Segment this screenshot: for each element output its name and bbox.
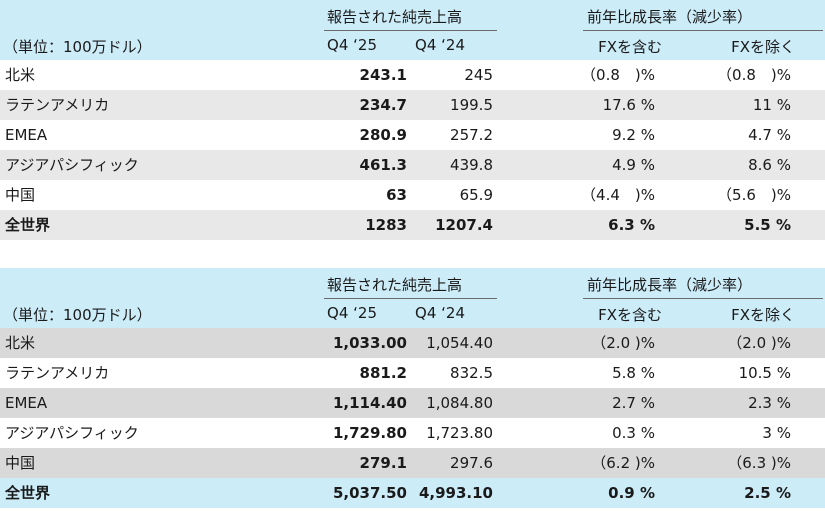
table-row: 北米 243.1 245 （0.8 )% （0.8 )% — [0, 60, 825, 90]
col-q4-25: Q4 ‘25 — [327, 304, 377, 322]
sales-table-1: 報告された純売上高 前年比成長率（減少率） （単位：100万ドル） Q4 ‘25… — [0, 0, 825, 240]
growth-header: 前年比成長率（減少率） — [587, 276, 753, 294]
growth-fx-excluded: 2.5 % — [744, 484, 791, 502]
growth-fx-excluded: （2.0 )% — [727, 334, 791, 352]
q4-24-value: 1,054.40 — [426, 334, 493, 352]
col-q4-24: Q4 ‘24 — [415, 36, 465, 54]
table-row: EMEA 280.9 257.2 9.2 % 4.7 % — [0, 120, 825, 150]
q4-25-value: 881.2 — [359, 364, 407, 382]
q4-24-value: 1,723.80 — [426, 424, 493, 442]
growth-fx-excluded: 4.7 % — [748, 126, 791, 144]
growth-fx-included: 0.9 % — [608, 484, 655, 502]
q4-25-value: 63 — [386, 186, 407, 204]
q4-24-value: 4,993.10 — [418, 484, 493, 502]
growth-fx-included: 2.7 % — [612, 394, 655, 412]
q4-24-value: 832.5 — [450, 364, 493, 382]
table-row: アジアパシフィック 1,729.80 1,723.80 0.3 % 3 % — [0, 418, 825, 448]
q4-25-value: 1283 — [365, 216, 407, 234]
growth-fx-excluded: 3 % — [762, 424, 791, 442]
growth-fx-included: 4.9 % — [612, 156, 655, 174]
growth-fx-excluded: 2.3 % — [748, 394, 791, 412]
growth-fx-included: （2.0 )% — [591, 334, 655, 352]
q4-25-value: 1,729.80 — [332, 424, 407, 442]
growth-fx-excluded: 10.5 % — [738, 364, 791, 382]
col-fx-excluded: FXを除く — [731, 38, 795, 56]
growth-fx-excluded: （6.3 )% — [727, 454, 791, 472]
growth-fx-included: 0.3 % — [612, 424, 655, 442]
header-rule — [324, 30, 497, 31]
col-fx-included: FXを含む — [598, 38, 662, 56]
table-row: ラテンアメリカ 881.2 832.5 5.8 % 10.5 % — [0, 358, 825, 388]
q4-25-value: 243.1 — [359, 66, 407, 84]
q4-24-value: 199.5 — [450, 96, 493, 114]
table-row: 中国 63 65.9 （4.4 )% （5.6 )% — [0, 180, 825, 210]
growth-fx-included: （4.4 )% — [581, 186, 655, 204]
region-name: ラテンアメリカ — [5, 96, 110, 114]
q4-25-value: 1,114.40 — [332, 394, 407, 412]
region-name: 北米 — [5, 334, 36, 352]
q4-24-value: 245 — [464, 66, 493, 84]
total-row: 全世界 1283 1207.4 6.3 % 5.5 % — [0, 210, 825, 240]
table-row: EMEA 1,114.40 1,084.80 2.7 % 2.3 % — [0, 388, 825, 418]
q4-25-value: 461.3 — [359, 156, 407, 174]
q4-25-value: 279.1 — [359, 454, 407, 472]
growth-fx-included: 9.2 % — [612, 126, 655, 144]
col-fx-excluded: FXを除く — [731, 306, 795, 324]
region-name: 中国 — [5, 454, 36, 472]
q4-24-value: 257.2 — [450, 126, 493, 144]
header-rule — [583, 30, 823, 31]
growth-fx-excluded: 11 % — [752, 96, 791, 114]
reported-sales-header: 報告された純売上高 — [327, 8, 463, 26]
region-name: EMEA — [5, 126, 48, 144]
q4-24-value: 1,084.80 — [426, 394, 493, 412]
q4-25-value: 234.7 — [359, 96, 407, 114]
q4-25-value: 5,037.50 — [332, 484, 407, 502]
table-row: 北米 1,033.00 1,054.40 （2.0 )% （2.0 )% — [0, 328, 825, 358]
header-rule — [583, 298, 823, 299]
region-name: ラテンアメリカ — [5, 364, 110, 382]
region-name: EMEA — [5, 394, 48, 412]
col-q4-24: Q4 ‘24 — [415, 304, 465, 322]
growth-header: 前年比成長率（減少率） — [587, 8, 753, 26]
q4-24-value: 297.6 — [450, 454, 493, 472]
region-name: 全世界 — [5, 484, 51, 502]
q4-24-value: 439.8 — [450, 156, 493, 174]
growth-fx-included: 5.8 % — [612, 364, 655, 382]
growth-fx-excluded: 5.5 % — [744, 216, 791, 234]
unit-label: （単位：100万ドル） — [3, 306, 152, 324]
col-q4-25: Q4 ‘25 — [327, 36, 377, 54]
table-header: 報告された純売上高 前年比成長率（減少率） （単位：100万ドル） Q4 ‘25… — [0, 0, 825, 60]
region-name: 全世界 — [5, 216, 51, 234]
unit-label: （単位：100万ドル） — [3, 38, 152, 56]
region-name: アジアパシフィック — [5, 424, 139, 442]
growth-fx-included: （0.8 )% — [581, 66, 655, 84]
q4-25-value: 1,033.00 — [332, 334, 407, 352]
region-name: アジアパシフィック — [5, 156, 139, 174]
region-name: 中国 — [5, 186, 36, 204]
growth-fx-excluded: 8.6 % — [748, 156, 791, 174]
region-name: 北米 — [5, 66, 36, 84]
col-fx-included: FXを含む — [598, 306, 662, 324]
q4-25-value: 280.9 — [359, 126, 407, 144]
sales-table-2: 報告された純売上高 前年比成長率（減少率） （単位：100万ドル） Q4 ‘25… — [0, 268, 825, 508]
q4-24-value: 65.9 — [459, 186, 493, 204]
header-rule — [324, 298, 497, 299]
table-header: 報告された純売上高 前年比成長率（減少率） （単位：100万ドル） Q4 ‘25… — [0, 268, 825, 328]
growth-fx-included: 17.6 % — [602, 96, 655, 114]
growth-fx-included: 6.3 % — [608, 216, 655, 234]
table-row: 中国 279.1 297.6 （6.2 )% （6.3 )% — [0, 448, 825, 478]
reported-sales-header: 報告された純売上高 — [327, 276, 463, 294]
total-row: 全世界 5,037.50 4,993.10 0.9 % 2.5 % — [0, 478, 825, 508]
growth-fx-included: （6.2 )% — [591, 454, 655, 472]
table-row: ラテンアメリカ 234.7 199.5 17.6 % 11 % — [0, 90, 825, 120]
table-row: アジアパシフィック 461.3 439.8 4.9 % 8.6 % — [0, 150, 825, 180]
q4-24-value: 1207.4 — [435, 216, 493, 234]
growth-fx-excluded: （5.6 )% — [717, 186, 791, 204]
growth-fx-excluded: （0.8 )% — [717, 66, 791, 84]
